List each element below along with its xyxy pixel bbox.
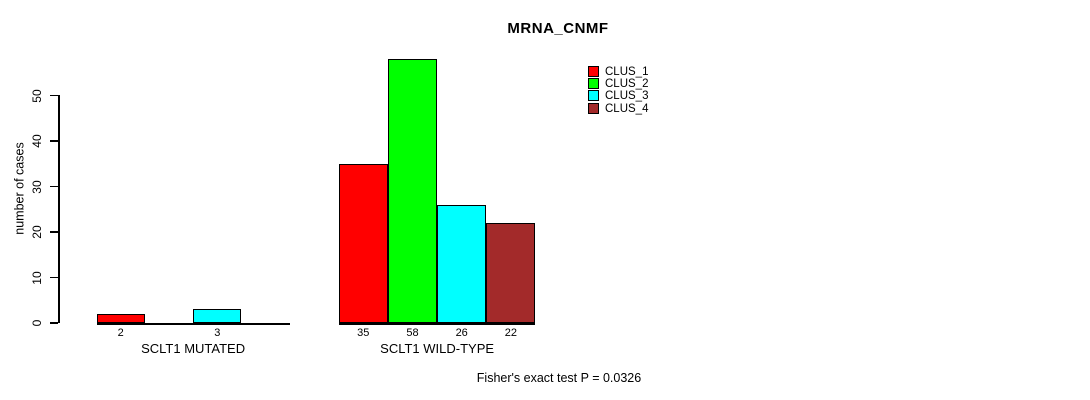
y-axis-tick: [50, 231, 58, 233]
bar-clus_3: [437, 204, 487, 323]
y-axis-tick: [50, 94, 58, 97]
group-label: SCLT1 MUTATED: [141, 341, 246, 356]
legend-label: CLUS_3: [605, 90, 649, 103]
legend-swatch-clus_4: [588, 102, 599, 114]
bar-value-label: 26: [455, 327, 468, 339]
y-axis-tick: [50, 322, 58, 324]
x-axis-baseline: [338, 323, 536, 325]
y-axis-tick-label: 10: [30, 270, 44, 285]
bar-clus_1: [338, 163, 388, 323]
bar-clus_2: [387, 59, 438, 323]
y-axis-tick-label: 30: [30, 179, 44, 194]
y-axis-tick-label: 0: [30, 319, 44, 327]
bar-value-label: 2: [117, 327, 124, 339]
group-label: SCLT1 WILD-TYPE: [380, 341, 495, 356]
legend-label: CLUS_4: [605, 102, 649, 115]
bar-value-label: 35: [357, 327, 370, 339]
legend-swatch-clus_2: [588, 78, 599, 90]
y-axis-tick: [50, 185, 58, 188]
chart-title: MRNA_CNMF: [507, 20, 609, 37]
legend-label: CLUS_1: [605, 66, 649, 78]
legend-swatch-clus_1: [588, 66, 599, 77]
legend-label: CLUS_2: [605, 78, 649, 91]
y-axis-tick-label: 50: [30, 88, 44, 103]
fisher-test-footnote: Fisher's exact test P = 0.0326: [476, 371, 642, 385]
y-axis-tick: [50, 276, 58, 279]
y-axis-line: [58, 95, 60, 323]
y-axis-tick-label: 40: [30, 134, 44, 148]
bar-value-label: 3: [214, 327, 221, 339]
y-axis-tick: [50, 140, 58, 142]
y-axis-tick-label: 20: [30, 225, 44, 239]
bar-value-label: 22: [504, 327, 518, 339]
legend-swatch-clus_3: [588, 90, 599, 102]
bar-value-label: 58: [406, 327, 419, 339]
bar-clus_4: [486, 222, 536, 323]
bar-clus_1: [96, 313, 145, 323]
x-axis-baseline: [96, 323, 290, 325]
y-axis-label: number of cases: [12, 142, 27, 235]
bar-clus_3: [193, 309, 242, 323]
